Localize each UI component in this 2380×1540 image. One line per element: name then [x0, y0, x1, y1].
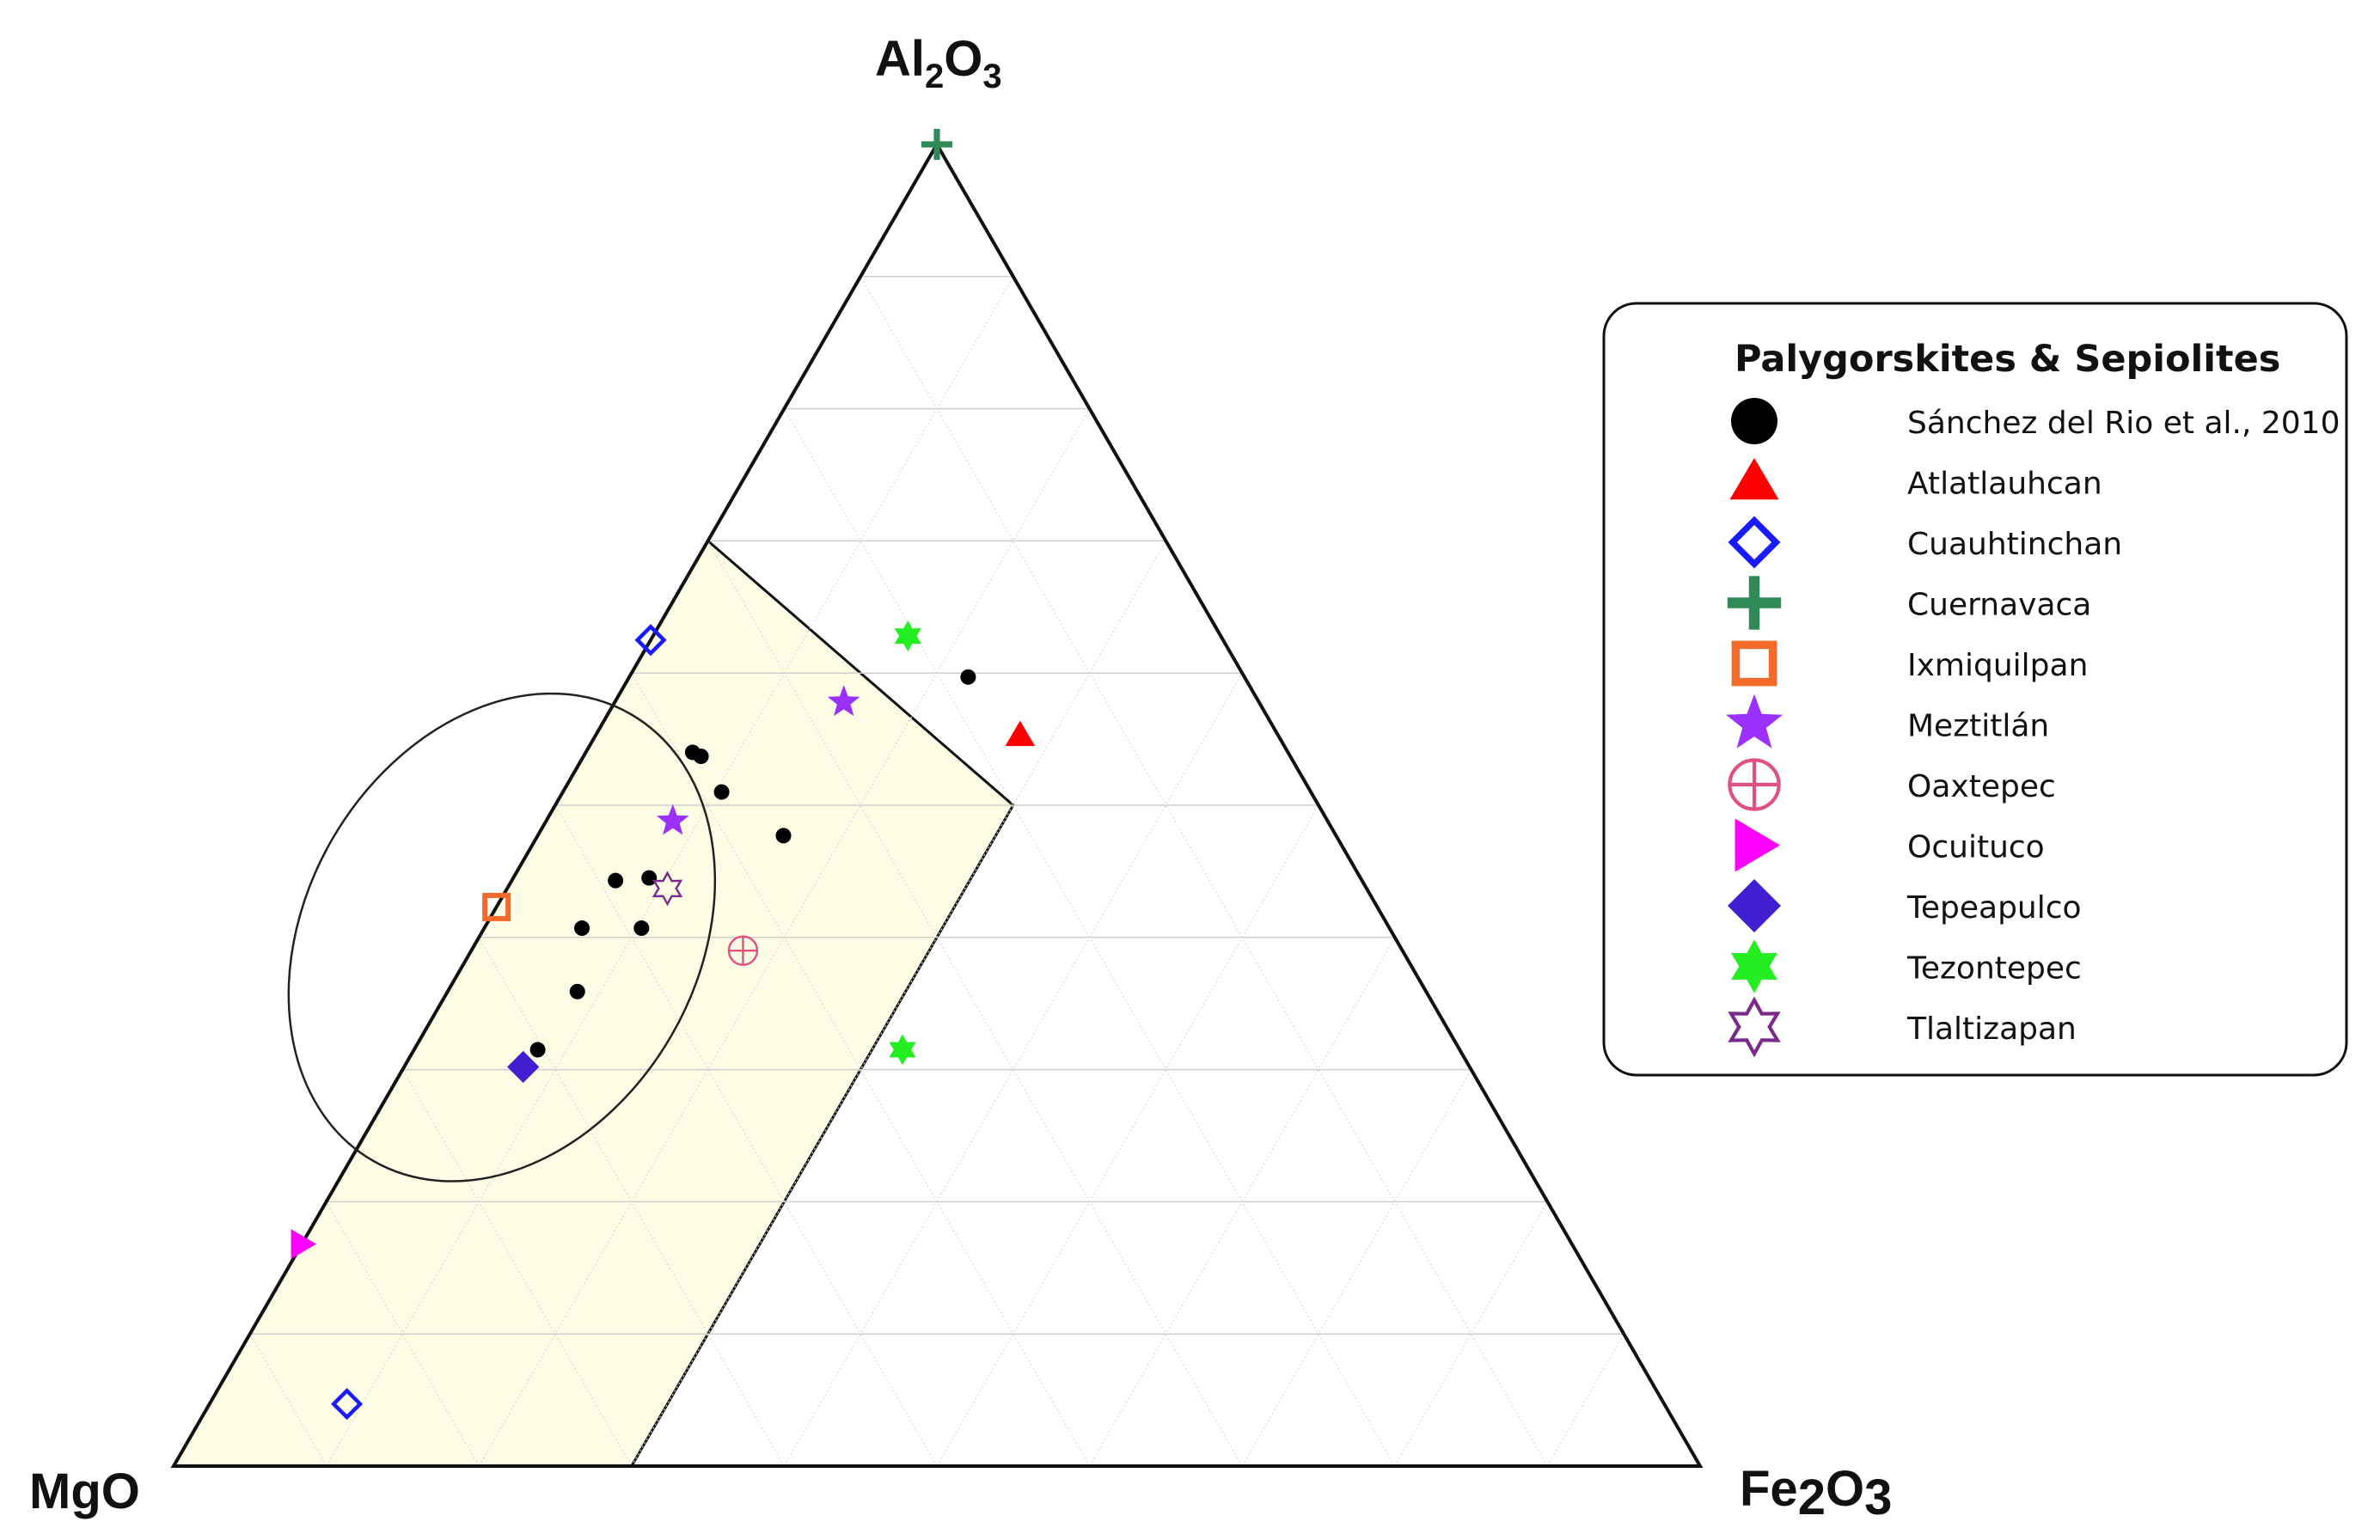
data-point-triangle-right-7-0: [291, 1229, 316, 1259]
grid-line: [401, 1069, 633, 1467]
legend-label: Cuernavaca: [1907, 588, 2091, 623]
legend-marker-star6: [1731, 939, 1777, 993]
data-point-star-5-1: [656, 804, 689, 835]
legend-item: Oaxtepec: [1728, 758, 2056, 811]
legend-label: Atlatlauhcan: [1907, 467, 2102, 502]
legend-box: [1602, 302, 2348, 1077]
legend-item: Tlaltizapan: [1728, 996, 2077, 1058]
legend-marker-diamond-open: [1728, 516, 1781, 569]
legend-label: Sánchez del Rio et al., 2010: [1907, 406, 2340, 441]
data-point-circle-0-7: [574, 920, 590, 937]
legend-item: Cuauhtinchan: [1728, 516, 2122, 569]
grid-line: [1089, 937, 1396, 1467]
data-point-circle-0-2: [713, 784, 730, 800]
legend-label: Meztitlán: [1907, 709, 2049, 744]
grid-line: [707, 541, 1243, 1467]
data-point-star6-9-0: [894, 620, 921, 652]
grid-line: [478, 937, 785, 1467]
legend-item: Ixmiquilpan: [1731, 640, 2088, 687]
legend-marker-star6-open: [1728, 996, 1781, 1058]
data-point-circle-cross-6-0: [727, 935, 759, 966]
grid-line: [1546, 1333, 1624, 1467]
legend-label: Tezontepec: [1906, 951, 2082, 987]
triangle-frame: [170, 141, 1704, 1468]
data-point-circle-0-8: [569, 983, 585, 999]
legend-marker-diamond: [1728, 879, 1781, 932]
grid-line: [1394, 1201, 1548, 1467]
legend-item: Sánchez del Rio et al., 2010: [1731, 398, 2340, 444]
legend-label: Tlaltizapan: [1906, 1011, 2077, 1047]
legend-item: Tepeapulco: [1728, 879, 2082, 932]
legend-item: Atlatlauhcan: [1729, 457, 2102, 502]
legend-item: Cuernavaca: [1727, 576, 2091, 630]
data-points: [291, 129, 1036, 1421]
data-point-circle-0-6: [633, 920, 650, 937]
apex-label-al2o3: Al2O3: [875, 31, 1002, 95]
grid-line: [936, 804, 1319, 1467]
data-point-circle-0-10: [960, 669, 976, 685]
legend-label: Oaxtepec: [1907, 769, 2056, 804]
data-point-circle-0-1: [693, 749, 709, 765]
legend-label: Ocuituco: [1907, 830, 2045, 865]
data-point-star6-9-1: [889, 1034, 916, 1066]
legend-label: Ixmiquilpan: [1907, 648, 2088, 683]
data-point-plus-3-0: [921, 129, 952, 160]
legend-marker-circle-cross: [1728, 758, 1781, 811]
data-point-star6-open-10-0: [652, 871, 683, 907]
legend-items: Sánchez del Rio et al., 2010 Atlatlauhcan…: [1726, 398, 2340, 1058]
data-point-diamond-open-2-1: [331, 1388, 364, 1421]
data-point-circle-0-3: [775, 828, 792, 844]
grid-line: [1241, 1069, 1472, 1467]
legend-label: Tepeapulco: [1906, 890, 2082, 926]
ternary-grid: [249, 276, 1624, 1467]
data-point-triangle-1-0: [1005, 720, 1036, 747]
confidence-ellipse: [287, 692, 717, 1182]
legend-item: Meztitlán: [1726, 694, 2049, 749]
legend-marker-triangle: [1729, 457, 1779, 500]
grid-line: [631, 541, 1166, 1467]
data-point-circle-0-4: [608, 872, 624, 889]
data-point-diamond-8-0: [507, 1050, 540, 1084]
data-point-circle-0-9: [529, 1042, 546, 1058]
data-point-square-open-4-0: [482, 892, 511, 921]
grid-line: [860, 276, 1548, 1467]
legend-label: Cuauhtinchan: [1907, 527, 2122, 562]
data-point-star-5-0: [827, 685, 860, 717]
legend-item: Tezontepec: [1731, 939, 2082, 993]
grid-line: [326, 1201, 480, 1467]
confidence-ellipse-shape: [287, 692, 717, 1182]
legend-item: Ocuituco: [1735, 818, 2045, 872]
data-point-circle-0-5: [641, 870, 658, 886]
apex-label-fe2o3: Fe2O3: [1740, 1461, 1892, 1525]
legend-marker-circle: [1731, 398, 1777, 444]
data-point-diamond-open-2-0: [634, 624, 667, 657]
legend-marker-plus: [1727, 576, 1782, 630]
apex-label-mgo: MgO: [29, 1464, 140, 1519]
legend: Palygorskites & Sepiolites Sánchez del R…: [1602, 302, 2348, 1077]
legend-marker-square-open: [1731, 640, 1777, 687]
legend-marker-triangle-right: [1735, 818, 1780, 872]
grid-line: [326, 276, 1014, 1467]
legend-marker-star: [1726, 694, 1783, 749]
legend-title: Palygorskites & Sepiolites: [1735, 338, 2280, 381]
ternary-frame: [170, 141, 1704, 1468]
